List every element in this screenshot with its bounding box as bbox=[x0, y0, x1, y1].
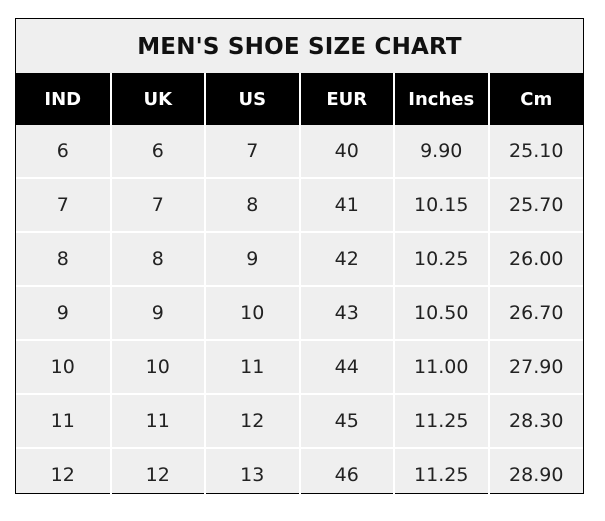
table-row: 8 8 9 42 10.25 26.00 bbox=[16, 231, 583, 286]
table-cell: 42 bbox=[298, 231, 394, 286]
chart-title: MEN'S SHOE SIZE CHART bbox=[137, 34, 462, 60]
table-cell: 12 bbox=[204, 393, 300, 448]
table-cell: 6 bbox=[109, 125, 205, 178]
column-header: Inches bbox=[393, 73, 489, 125]
table-cell: 13 bbox=[204, 447, 300, 501]
table-cell: 46 bbox=[298, 447, 394, 501]
table-cell: 25.70 bbox=[487, 177, 583, 232]
column-header: US bbox=[204, 73, 300, 125]
size-chart: MEN'S SHOE SIZE CHART IND UK US EUR Inches Cm… bbox=[15, 18, 584, 501]
table-cell: 10 bbox=[109, 339, 205, 394]
table-row: 12 12 13 46 11.25 28.90 bbox=[16, 447, 583, 501]
table-cell: 11.00 bbox=[393, 339, 489, 394]
table-cell: 11 bbox=[204, 339, 300, 394]
table-cell: 25.10 bbox=[487, 125, 583, 178]
table-cell: 10 bbox=[16, 339, 111, 394]
table-cell: 10.15 bbox=[393, 177, 489, 232]
table-cell: 26.70 bbox=[487, 285, 583, 340]
header-row: IND UK US EUR Inches Cm bbox=[16, 73, 583, 125]
column-header: EUR bbox=[298, 73, 394, 125]
table-cell: 11 bbox=[109, 393, 205, 448]
table-cell: 9.90 bbox=[393, 125, 489, 178]
table-cell: 8 bbox=[109, 231, 205, 286]
table-cell: 26.00 bbox=[487, 231, 583, 286]
table-cell: 8 bbox=[16, 231, 111, 286]
table-cell: 7 bbox=[16, 177, 111, 232]
table-cell: 28.90 bbox=[487, 447, 583, 501]
table-row: 9 9 10 43 10.50 26.70 bbox=[16, 285, 583, 340]
table-cell: 10 bbox=[204, 285, 300, 340]
table-cell: 43 bbox=[298, 285, 394, 340]
table-cell: 11.25 bbox=[393, 393, 489, 448]
table-cell: 28.30 bbox=[487, 393, 583, 448]
column-header: UK bbox=[109, 73, 205, 125]
table-cell: 45 bbox=[298, 393, 394, 448]
table-cell: 9 bbox=[204, 231, 300, 286]
size-table: IND UK US EUR Inches Cm 6 6 7 40 9.90 25.10 7 7 8 41 10… bbox=[16, 73, 583, 501]
column-header: Cm bbox=[487, 73, 583, 125]
column-header: IND bbox=[16, 73, 111, 125]
table-cell: 12 bbox=[16, 447, 111, 501]
table-cell: 27.90 bbox=[487, 339, 583, 394]
table-cell: 10.25 bbox=[393, 231, 489, 286]
table-cell: 10.50 bbox=[393, 285, 489, 340]
table-row: 11 11 12 45 11.25 28.30 bbox=[16, 393, 583, 448]
table-row: 10 10 11 44 11.00 27.90 bbox=[16, 339, 583, 394]
table-cell: 8 bbox=[204, 177, 300, 232]
table-cell: 6 bbox=[56, 140, 69, 162]
table-cell: 12 bbox=[109, 447, 205, 501]
table-cell: 41 bbox=[298, 177, 394, 232]
table-cell: 7 bbox=[109, 177, 205, 232]
table-cell: 9 bbox=[109, 285, 205, 340]
table-row: 7 7 8 41 10.15 25.70 bbox=[16, 177, 583, 232]
table-cell: 7 bbox=[204, 125, 300, 178]
table-cell: 40 bbox=[298, 125, 394, 178]
table-cell: 11.25 bbox=[393, 447, 489, 501]
table-cell: 11 bbox=[16, 393, 111, 448]
table-cell: 9 bbox=[16, 285, 111, 340]
table-cell: 44 bbox=[298, 339, 394, 394]
table-row: 6 6 7 40 9.90 25.10 bbox=[16, 125, 583, 178]
